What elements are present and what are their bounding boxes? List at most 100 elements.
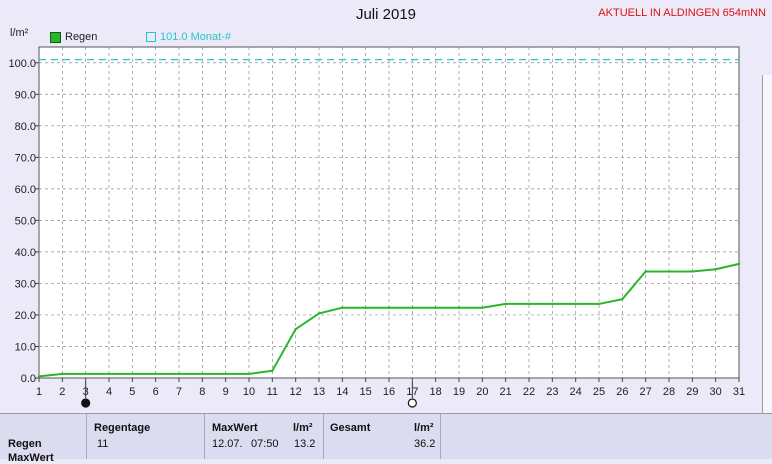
grid bbox=[39, 47, 739, 378]
x-tick-label: 13 bbox=[313, 386, 325, 398]
data-point bbox=[294, 327, 297, 331]
y-axis: 0.0 10.0 20.0 30.0 40.0 50.0 60.0 70.0 80.0 90.0 1… bbox=[8, 58, 39, 385]
chart-title: Juli 2019 bbox=[355, 6, 417, 23]
maxwert-unit: l/m² bbox=[293, 422, 313, 434]
row-label-regen: Regen bbox=[8, 438, 42, 450]
row-label-maxwert: MaxWert bbox=[8, 452, 54, 464]
x-tick-label: 5 bbox=[129, 386, 135, 398]
regentage-value: 11 bbox=[97, 438, 109, 450]
data-point bbox=[387, 306, 391, 309]
x-tick-label: 20 bbox=[476, 386, 488, 398]
y-tick-label: 80.0 bbox=[15, 121, 36, 133]
data-point bbox=[364, 306, 367, 309]
y-tick-label: 70.0 bbox=[15, 152, 36, 164]
data-point bbox=[201, 372, 204, 376]
data-point bbox=[644, 270, 647, 273]
x-tick-label: 19 bbox=[453, 386, 465, 398]
data-point bbox=[271, 369, 274, 372]
x-tick-label: 29 bbox=[686, 386, 698, 398]
new-moon-icon bbox=[81, 398, 91, 408]
legend-month-reference[interactable]: 101.0 Monat-# bbox=[146, 31, 231, 43]
data-point bbox=[714, 268, 717, 271]
y-axis-label: l/m² bbox=[10, 27, 29, 39]
stats-panel: Regen MaxWert Regentage 11 MaxWert l/m² … bbox=[0, 413, 772, 464]
data-point bbox=[481, 306, 484, 309]
data-point bbox=[317, 312, 321, 315]
y-tick-label: 60.0 bbox=[15, 184, 36, 196]
data-point bbox=[551, 302, 554, 306]
x-tick-label: 8 bbox=[199, 386, 205, 398]
data-point bbox=[667, 270, 671, 273]
x-tick-label: 6 bbox=[153, 386, 159, 398]
data-point bbox=[177, 372, 181, 376]
x-tick-label: 11 bbox=[267, 386, 278, 398]
data-point bbox=[107, 372, 111, 376]
data-point bbox=[597, 302, 601, 306]
data-point bbox=[691, 270, 694, 273]
maxwert-date: 12.07. bbox=[212, 438, 243, 450]
full-moon-icon bbox=[407, 398, 417, 408]
regentage-label: Regentage bbox=[94, 422, 151, 434]
legend-label-regen: Regen bbox=[65, 31, 98, 43]
maxwert-label: MaxWert bbox=[212, 422, 258, 434]
legend-label-month: 101.0 Monat-# bbox=[160, 31, 231, 43]
x-tick-label: 2 bbox=[59, 386, 65, 398]
legend-swatch-regen bbox=[50, 31, 61, 43]
x-tick-label: 16 bbox=[383, 386, 395, 398]
x-tick-label: 12 bbox=[290, 386, 302, 398]
x-tick-label: 28 bbox=[663, 386, 675, 398]
series-points bbox=[37, 262, 741, 378]
gesamt-unit: l/m² bbox=[414, 422, 434, 434]
data-point bbox=[434, 306, 437, 309]
y-tick-label: 50.0 bbox=[15, 215, 36, 227]
data-point bbox=[84, 372, 87, 376]
x-tick-label: 7 bbox=[176, 386, 182, 398]
x-tick-label: 30 bbox=[710, 386, 722, 398]
y-tick-label: 20.0 bbox=[15, 310, 36, 322]
x-tick-label: 23 bbox=[546, 386, 558, 398]
data-point bbox=[131, 372, 134, 376]
x-tick-label: 9 bbox=[223, 386, 229, 398]
gesamt-value: 36.2 bbox=[414, 438, 436, 450]
data-point bbox=[341, 306, 344, 309]
data-point bbox=[574, 302, 577, 306]
rain-chart: 0.0 10.0 20.0 30.0 40.0 50.0 60.0 70.0 80.0 90.0 1… bbox=[8, 46, 745, 408]
data-point bbox=[247, 372, 251, 376]
moon-phase-markers bbox=[81, 382, 417, 408]
data-point bbox=[154, 372, 157, 376]
x-axis: 1234567891011121314151617181920212223242… bbox=[36, 378, 745, 398]
legend-regen[interactable]: Regen bbox=[50, 31, 97, 43]
maxwert-time: 07:50 bbox=[251, 438, 279, 450]
y-tick-label: 10.0 bbox=[15, 341, 36, 353]
x-tick-label: 24 bbox=[570, 386, 582, 398]
x-tick-label: 25 bbox=[593, 386, 605, 398]
x-tick-label: 14 bbox=[336, 386, 348, 398]
data-point bbox=[621, 297, 624, 301]
y-tick-label: 40.0 bbox=[15, 247, 36, 259]
data-point bbox=[457, 306, 461, 309]
y-tick-label: 90.0 bbox=[15, 89, 36, 101]
x-tick-label: 31 bbox=[733, 386, 745, 398]
data-point bbox=[527, 302, 531, 306]
side-scroll-strip[interactable] bbox=[762, 75, 772, 415]
data-point bbox=[37, 375, 41, 378]
x-tick-label: 26 bbox=[616, 386, 628, 398]
y-tick-label: 0.0 bbox=[21, 373, 36, 385]
data-point bbox=[61, 372, 64, 376]
y-tick-label: 100.0 bbox=[8, 58, 36, 70]
x-tick-label: 15 bbox=[360, 386, 372, 398]
x-tick-label: 1 bbox=[36, 386, 42, 398]
x-tick-label: 27 bbox=[640, 386, 652, 398]
x-tick-label: 4 bbox=[106, 386, 112, 398]
data-point bbox=[504, 302, 507, 306]
gesamt-label: Gesamt bbox=[330, 422, 371, 434]
x-tick-label: 10 bbox=[243, 386, 255, 398]
x-tick-label: 22 bbox=[523, 386, 535, 398]
x-tick-label: 18 bbox=[430, 386, 442, 398]
station-label: AKTUELL IN ALDINGEN 654mNN bbox=[598, 7, 766, 19]
data-point bbox=[737, 262, 741, 266]
y-tick-label: 30.0 bbox=[15, 278, 36, 290]
data-point bbox=[224, 372, 227, 376]
legend-swatch-month bbox=[146, 32, 156, 42]
x-tick-label: 21 bbox=[500, 386, 512, 398]
